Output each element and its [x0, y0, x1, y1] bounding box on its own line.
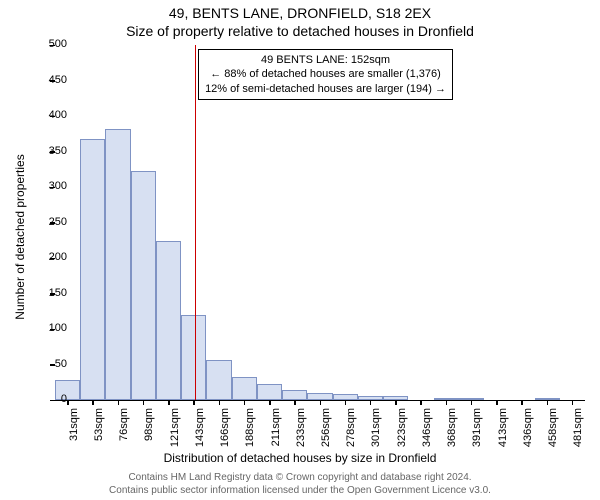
chart-subtitle: Size of property relative to detached ho… [0, 23, 600, 39]
x-tick-label: 76sqm [118, 408, 130, 448]
y-tick-label: 0 [31, 393, 67, 405]
y-tick-label: 50 [31, 358, 67, 370]
x-tick-label: 413sqm [497, 408, 509, 448]
y-tick-label: 350 [31, 145, 67, 157]
x-tick-label: 121sqm [169, 408, 181, 448]
x-tick-label: 481sqm [572, 408, 584, 448]
x-tick-label: 458sqm [547, 408, 559, 448]
x-tick-label: 233sqm [295, 408, 307, 448]
x-tick [193, 400, 195, 405]
y-axis-label: Number of detached properties [13, 137, 27, 337]
x-tick [67, 400, 69, 405]
annotation-line-1: 49 BENTS LANE: 152sqm [261, 54, 390, 66]
x-tick [395, 400, 397, 405]
annotation-line-3: 12% of semi-detached houses are larger (… [205, 83, 446, 95]
x-tick-label: 188sqm [244, 408, 256, 448]
x-tick [370, 400, 372, 405]
x-tick-label: 256sqm [320, 408, 332, 448]
x-tick-label: 53sqm [93, 408, 105, 448]
x-tick [572, 400, 574, 405]
x-tick [168, 400, 170, 405]
x-tick [547, 400, 549, 405]
x-tick [269, 400, 271, 405]
histogram-bar [232, 377, 257, 400]
histogram-bar [80, 139, 105, 400]
x-tick-label: 368sqm [446, 408, 458, 448]
x-tick [143, 400, 145, 405]
x-tick-label: 301sqm [370, 408, 382, 448]
plot-area: 49 BENTS LANE: 152sqm ← 88% of detached h… [55, 45, 585, 401]
y-tick-label: 500 [31, 38, 67, 50]
x-tick [471, 400, 473, 405]
property-marker-line [195, 45, 196, 400]
x-tick [92, 400, 94, 405]
x-tick-label: 436sqm [522, 408, 534, 448]
x-tick-label: 211sqm [270, 408, 282, 448]
x-axis-label: Distribution of detached houses by size … [0, 451, 600, 465]
histogram-bar [105, 129, 130, 400]
x-tick-label: 278sqm [345, 408, 357, 448]
histogram-bar [131, 171, 156, 400]
x-tick-label: 391sqm [471, 408, 483, 448]
histogram-bar [181, 315, 206, 400]
histogram-bar [282, 390, 307, 400]
x-tick [420, 400, 422, 405]
x-tick-label: 323sqm [396, 408, 408, 448]
x-tick [118, 400, 120, 405]
x-tick [521, 400, 523, 405]
x-tick [320, 400, 322, 405]
y-tick-label: 250 [31, 216, 67, 228]
y-tick-label: 450 [31, 74, 67, 86]
x-tick [219, 400, 221, 405]
annotation-line-2: ← 88% of detached houses are smaller (1,… [210, 68, 441, 80]
x-tick-label: 98sqm [143, 408, 155, 448]
x-tick [244, 400, 246, 405]
y-tick-label: 400 [31, 109, 67, 121]
y-tick-label: 300 [31, 180, 67, 192]
chart-container: 49, BENTS LANE, DRONFIELD, S18 2EX Size … [0, 0, 600, 500]
credits: Contains HM Land Registry data © Crown c… [0, 471, 600, 497]
credits-line-2: Contains public sector information licen… [109, 485, 491, 496]
annotation-box: 49 BENTS LANE: 152sqm ← 88% of detached h… [198, 49, 453, 100]
x-tick [345, 400, 347, 405]
y-tick-label: 150 [31, 287, 67, 299]
x-tick [496, 400, 498, 405]
y-tick-label: 100 [31, 322, 67, 334]
x-tick [446, 400, 448, 405]
x-tick-label: 346sqm [421, 408, 433, 448]
x-tick-label: 31sqm [68, 408, 80, 448]
x-tick-label: 166sqm [219, 408, 231, 448]
histogram-bar [307, 393, 332, 400]
credits-line-1: Contains HM Land Registry data © Crown c… [128, 472, 471, 483]
x-tick [294, 400, 296, 405]
x-tick-label: 143sqm [194, 408, 206, 448]
address-title: 49, BENTS LANE, DRONFIELD, S18 2EX [0, 5, 600, 21]
histogram-bar [156, 241, 181, 400]
histogram-bar [257, 384, 282, 400]
histogram-bar [206, 360, 231, 400]
y-tick-label: 200 [31, 251, 67, 263]
